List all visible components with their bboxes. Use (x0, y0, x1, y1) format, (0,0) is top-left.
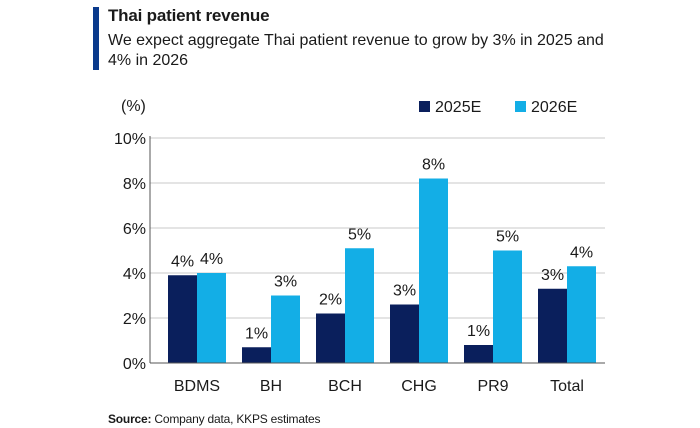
x-tick-label: BDMS (174, 378, 220, 395)
y-tick-label: 0% (123, 356, 146, 373)
legend-swatch-2025e (419, 101, 430, 112)
data-label: 4% (570, 244, 593, 261)
x-tick-label: BH (260, 378, 282, 395)
bar-2025e-total (538, 288, 567, 363)
y-tick-label: 10% (114, 131, 146, 148)
legend: 2025E 2026E (419, 99, 577, 116)
bar-2025e-bdms (168, 275, 197, 363)
source-text: Company data, KKPS estimates (154, 412, 321, 426)
data-label: 3% (274, 274, 297, 291)
x-tick-label: Total (550, 378, 584, 395)
y-tick-label: 4% (123, 266, 146, 283)
axes: 0% 2% 4% 6% 8% 10% (%) BDMS BH BCH CHG PR9 Total (114, 98, 605, 395)
x-tick-label: BCH (328, 378, 362, 395)
bar-2025e-chg (390, 304, 419, 363)
bar-2026e-chg (419, 178, 448, 363)
source-label: Source: (108, 412, 152, 426)
x-tick-label: CHG (401, 378, 437, 395)
bar-2026e-bdms (197, 273, 226, 363)
data-label: 1% (245, 325, 268, 342)
data-label: 3% (393, 283, 416, 300)
title-accent-bar (93, 7, 99, 70)
y-tick-label: 8% (123, 176, 146, 193)
data-label: 2% (319, 292, 342, 309)
bar-2026e-pr9 (493, 250, 522, 363)
y-tick-label: 6% (123, 221, 146, 238)
legend-swatch-2026e (515, 101, 526, 112)
data-label: 5% (348, 226, 371, 243)
x-tick-label: PR9 (477, 378, 508, 395)
data-label: 4% (171, 253, 194, 270)
bar-2025e-bch (316, 313, 345, 363)
legend-label: 2026E (531, 99, 577, 116)
bar-2025e-pr9 (464, 345, 493, 363)
y-axis-unit-label: (%) (121, 98, 146, 115)
chart-title: Thai patient revenue (108, 6, 270, 25)
data-label: 4% (200, 251, 223, 268)
y-tick-label: 2% (123, 311, 146, 328)
data-label: 1% (467, 323, 490, 340)
data-label: 8% (422, 157, 445, 174)
legend-label: 2025E (435, 99, 481, 116)
bar-2025e-bh (242, 347, 271, 363)
bar-2026e-bh (271, 295, 300, 363)
data-label: 3% (541, 267, 564, 284)
bars (168, 178, 596, 363)
chart-subtitle: We expect aggregate Thai patient revenue… (108, 32, 604, 69)
data-label: 5% (496, 229, 519, 246)
bar-2026e-total (567, 266, 596, 363)
data-labels: 4% 4% 1% 3% 2% 5% 3% 8% 1% 5% 3% 4% (171, 157, 593, 343)
source-note: Source: Company data, KKPS estimates (108, 412, 320, 426)
bar-2026e-bch (345, 248, 374, 363)
